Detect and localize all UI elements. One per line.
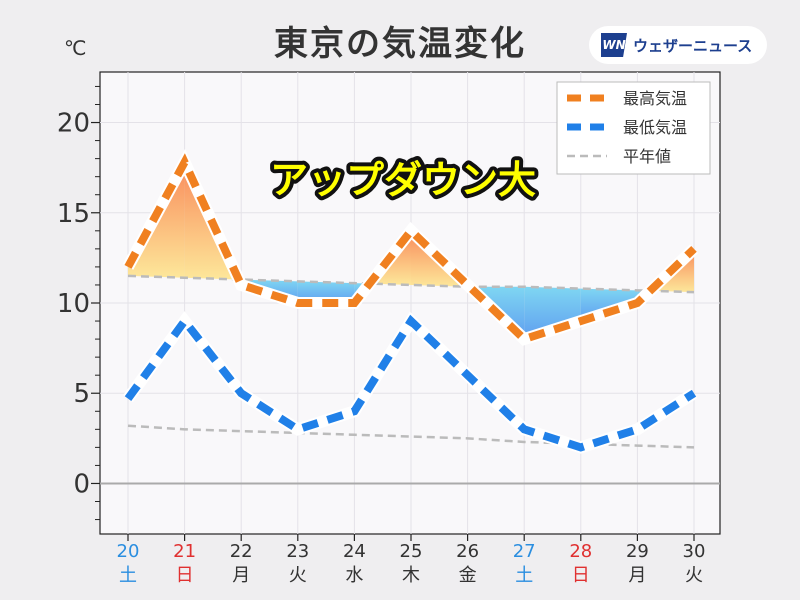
logo-text: ウェザーニュース [633, 36, 753, 55]
x-tick-weekday: 月 [232, 565, 250, 586]
y-tick-label: 20 [57, 109, 90, 139]
y-tick-label: 10 [57, 289, 90, 319]
legend: 最高気温 最低気温 平年値 [556, 81, 711, 175]
weathernews-logo-icon: WN [601, 33, 627, 57]
series-line-high [124, 153, 697, 344]
x-tick-label: 20 [117, 541, 140, 562]
x-tick-weekday: 金 [459, 565, 477, 586]
x-tick-label: 23 [286, 541, 309, 562]
y-tick-label: 5 [73, 379, 90, 409]
x-tick-weekday: 木 [402, 565, 420, 586]
weathernews-logo: WN ウェザーニュース [589, 26, 767, 64]
series-line-low [124, 314, 697, 452]
y-tick-label: 0 [73, 469, 90, 499]
cool-anomaly-fill [524, 286, 581, 340]
y-tick-label: 15 [57, 199, 90, 229]
x-tick-label: 25 [400, 541, 423, 562]
x-tick-label: 24 [343, 541, 366, 562]
x-tick-label: 28 [569, 541, 592, 562]
x-tick-weekday: 土 [515, 565, 533, 586]
series-line-normal-high [127, 274, 695, 294]
x-tick-weekday: 月 [628, 565, 646, 586]
x-tick-weekday: 水 [345, 565, 363, 586]
x-tick-weekday: 土 [119, 565, 137, 586]
x-tick-weekday: 日 [176, 565, 194, 586]
legend-label-normal: 平年値 [623, 147, 671, 166]
callout-annotation: アップダウン大 [270, 158, 536, 202]
series-lines [122, 148, 699, 454]
x-tick-weekday: 火 [289, 565, 307, 586]
x-tick-label: 26 [456, 541, 479, 562]
x-tick-label: 27 [513, 541, 536, 562]
x-tick-label: 30 [683, 541, 706, 562]
chart-title: 東京の気温変化 [274, 24, 526, 64]
legend-label-high: 最高気温 [623, 89, 687, 108]
y-axis-unit: ℃ [64, 36, 87, 60]
legend-box [556, 81, 711, 175]
x-tick-label: 29 [626, 541, 649, 562]
x-tick-weekday: 日 [572, 565, 590, 586]
x-tick-weekday: 火 [685, 565, 703, 586]
axis-ticks: 0 5 10 15 20 20 土 21 日 22 月 23 火 24 水 25 木 26 金 27 土 28 日 29 月 30… [57, 85, 706, 586]
x-tick-label: 22 [230, 541, 253, 562]
x-tick-label: 21 [173, 541, 196, 562]
legend-label-low: 最低気温 [623, 118, 687, 137]
